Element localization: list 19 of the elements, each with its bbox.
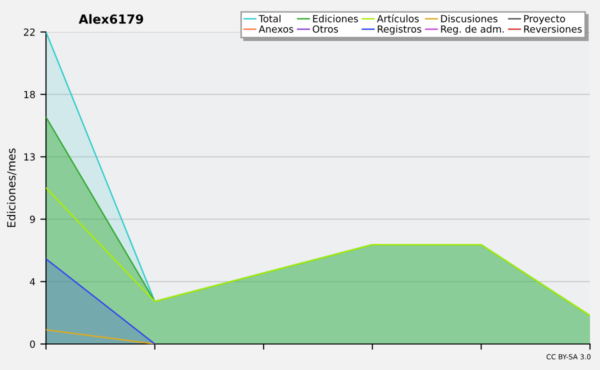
legend-label: Discusiones — [441, 14, 498, 22]
legend-label: Anexos — [258, 26, 294, 33]
legend-label: Artículos — [376, 14, 419, 22]
y-tick-label: 4 — [30, 278, 36, 286]
legend-label: Registros — [378, 25, 422, 35]
y-tick-label: 18 — [24, 90, 35, 98]
legend-label: Otros — [312, 25, 338, 33]
y-tick-label: 22 — [24, 28, 35, 36]
y-tick-label: 0 — [30, 340, 35, 348]
line-series — [46, 187, 590, 316]
y-axis-title: Ediciones/mes — [6, 148, 16, 227]
legend-label: Proyecto — [524, 15, 565, 24]
legend-label: Reg. de adm. — [441, 25, 504, 35]
legend-label: Ediciones — [313, 14, 358, 22]
y-tick-label: 9 — [30, 216, 35, 224]
y-tick-label: 13 — [24, 153, 35, 161]
legend-label: Total — [258, 14, 280, 22]
legend-label: Reversiones — [524, 25, 582, 33]
chart-title: Alex6179 — [78, 14, 144, 24]
